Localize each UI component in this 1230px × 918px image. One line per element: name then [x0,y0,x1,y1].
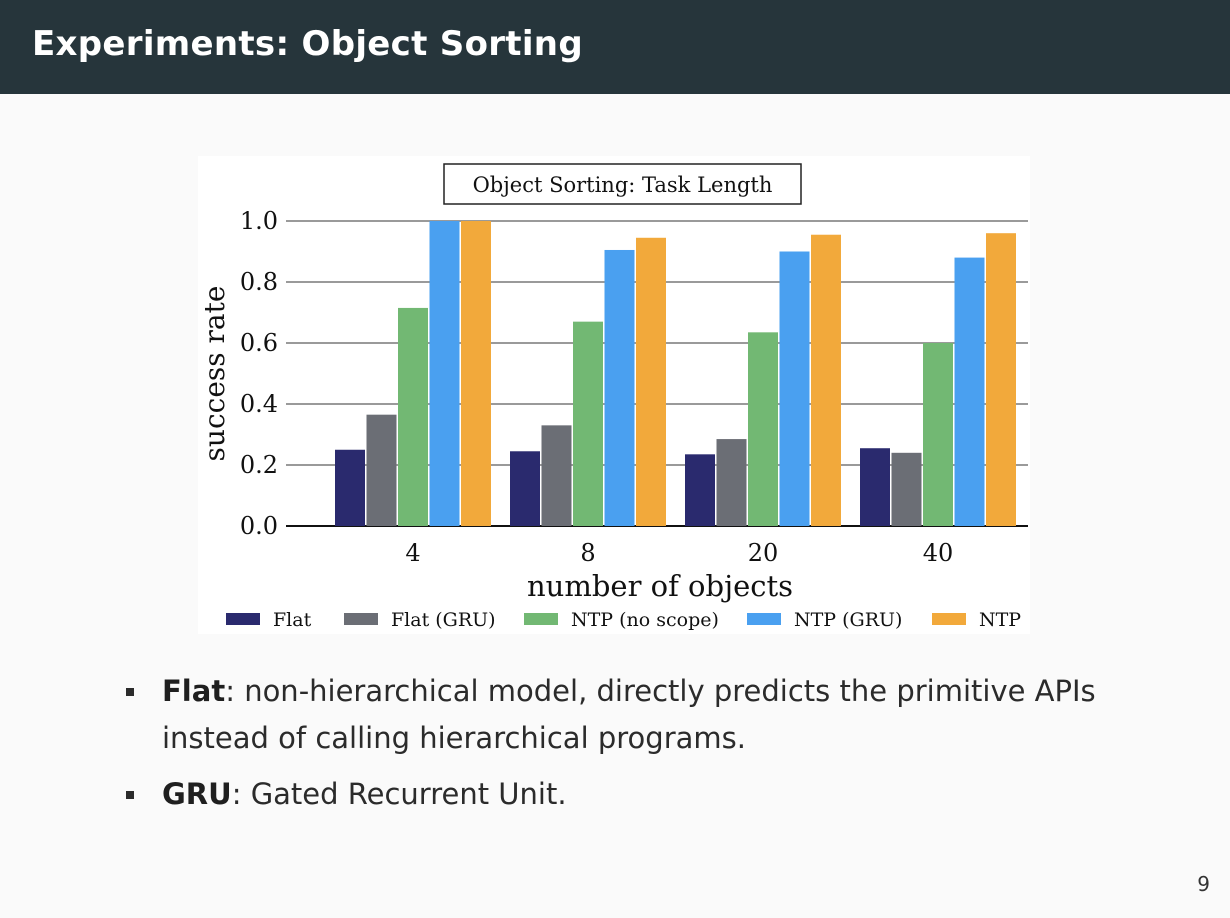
bar-flat-20 [685,454,715,526]
bar-ntp-gru-4 [429,221,460,526]
bar-ntp-20 [811,234,841,526]
y-tick-label: 0.2 [240,451,278,479]
bullet-term: Flat [162,674,226,708]
bar-ntp-no-scope-4 [398,307,428,526]
y-tick-label: 0.0 [240,512,278,540]
bar-ntp-40 [986,233,1016,526]
legend-label: Flat (GRU) [391,609,496,631]
bar-ntp-gru-20 [779,251,810,526]
x-tick-label: 20 [748,539,779,567]
bullet-marker-icon [126,688,134,696]
y-tick-label: 1.0 [240,207,278,235]
bar-flat-40 [860,448,890,526]
bar-flat-4 [335,449,365,526]
y-tick-label: 0.6 [240,329,278,357]
bar-ntp-no-scope-20 [748,332,778,526]
bar-flat-gru-40 [891,452,922,526]
bar-flat-gru-4 [366,414,397,526]
legend-label: NTP (GRU) [794,609,902,631]
bullet-term: GRU [162,777,232,811]
bullet-text: non-hierarchical model, directly predict… [162,674,1096,755]
bar-ntp-4 [461,221,491,526]
slide-header: Experiments: Object Sorting [0,0,1230,94]
page-number: 9 [1197,872,1210,896]
legend-swatch [344,613,378,625]
bullet-marker-icon [126,791,134,799]
bar-flat-gru-20 [716,439,747,526]
bar-ntp-no-scope-40 [923,343,953,526]
bar-flat-8 [510,451,540,526]
legend-swatch [932,613,966,625]
legend-label: NTP [979,609,1021,631]
y-tick-label: 0.8 [240,268,278,296]
bullet-item-flat: Flat: non-hierarchical model, directly p… [120,668,1120,762]
legend-label: NTP (no scope) [571,609,719,631]
bar-ntp-gru-40 [954,257,985,526]
bar-flat-gru-8 [541,425,572,526]
x-tick-label: 40 [923,539,954,567]
chart-title: Object Sorting: Task Length [473,173,773,197]
bar-ntp-gru-8 [604,249,635,526]
bar-chart: Object Sorting: Task Length 0.0 0.2 0.4 0.6 0… [198,163,1028,631]
chart-title-box [443,163,802,205]
legend-swatch [747,613,781,625]
bar-ntp-no-scope-8 [573,321,603,526]
bullet-list: Flat: non-hierarchical model, directly p… [120,668,1120,827]
legend-label: Flat [273,609,312,631]
y-axis-label: success rate [198,286,231,462]
legend-swatch [524,613,558,625]
x-tick-label: 4 [405,539,420,567]
bullet-text: Gated Recurrent Unit. [250,777,567,811]
x-axis-label: number of objects [527,569,793,603]
slide-title: Experiments: Object Sorting [32,24,583,64]
chart-container: Object Sorting: Task Length 0.0 0.2 0.4 0.6 0… [198,156,1030,634]
x-tick-label: 8 [580,539,595,567]
bar-ntp-8 [636,237,666,526]
y-tick-label: 0.4 [240,390,278,418]
legend-swatch [226,613,260,625]
bullet-item-gru: GRU: Gated Recurrent Unit. [120,771,1120,818]
